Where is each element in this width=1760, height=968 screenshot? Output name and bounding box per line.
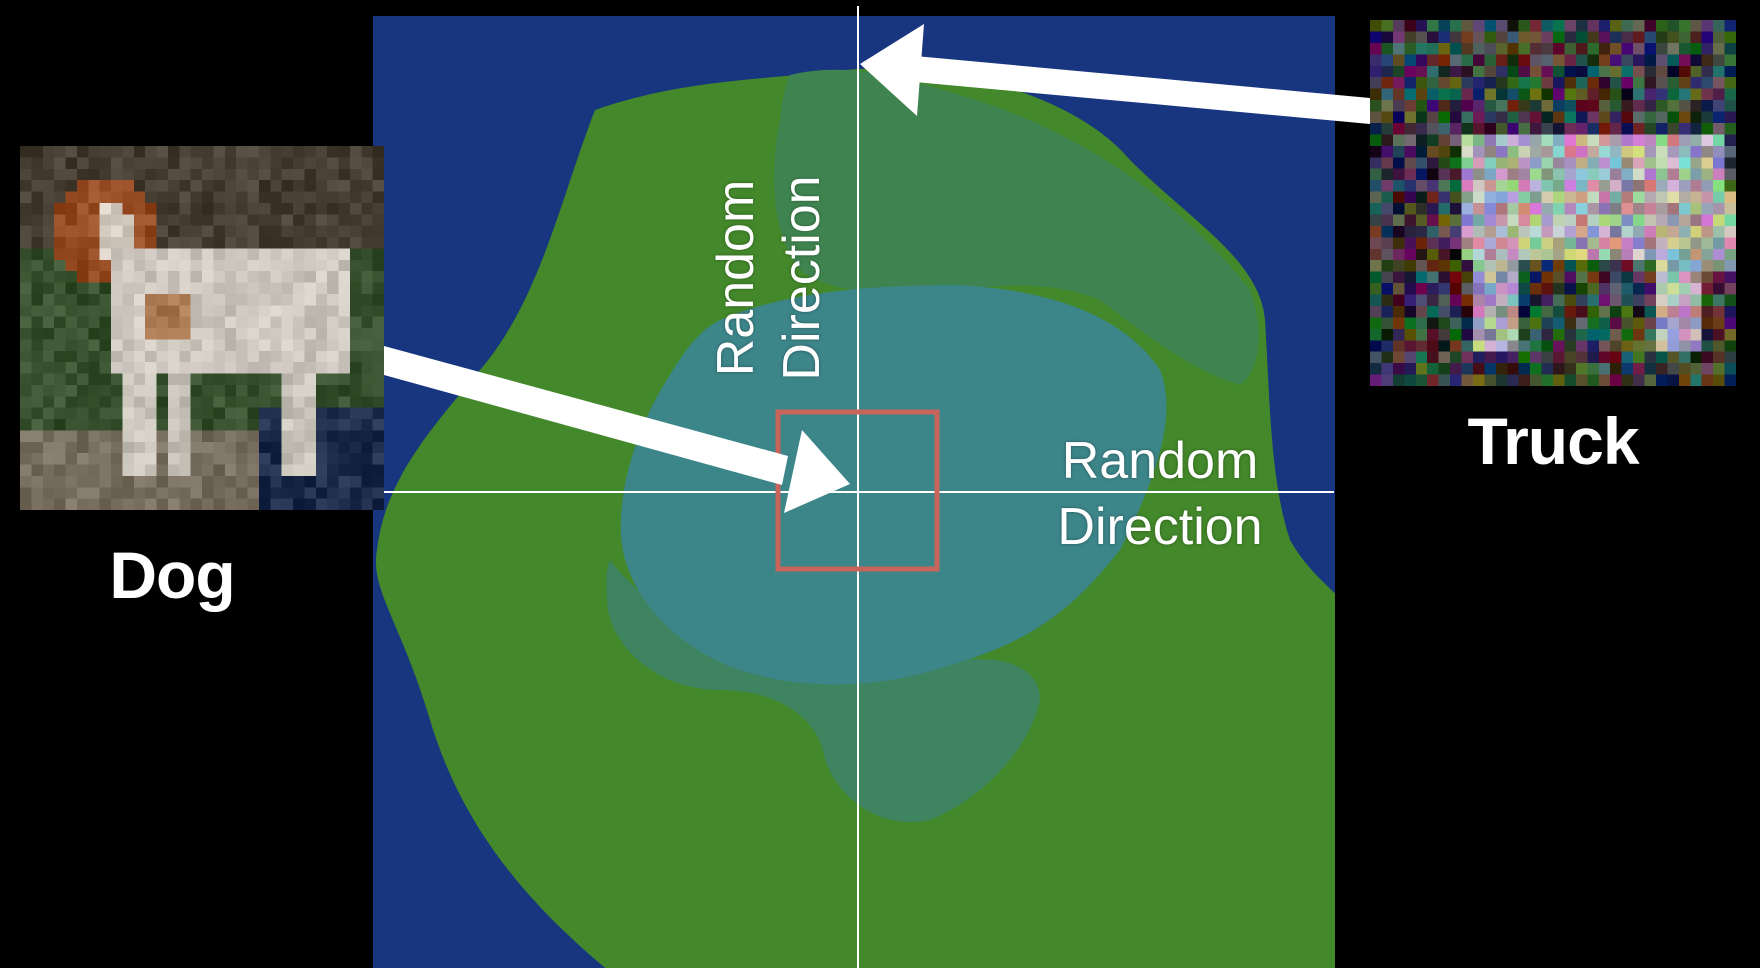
horizontal-axis-label-line1: Random bbox=[1061, 432, 1259, 490]
truck-arrow-head bbox=[860, 24, 924, 116]
origin-box bbox=[775, 409, 940, 572]
inner-green-region bbox=[774, 69, 1259, 385]
dog-arrow-head bbox=[784, 430, 850, 513]
truck-noisy-photo bbox=[1370, 20, 1736, 386]
horizontal-axis-label-line2: Direction bbox=[1057, 498, 1263, 557]
lower-inner-region bbox=[606, 560, 1040, 822]
truck-arrow bbox=[860, 24, 1370, 124]
central-basin bbox=[620, 285, 1167, 685]
dog-caption: Dog bbox=[109, 538, 235, 612]
dog-arrow bbox=[384, 346, 850, 513]
dog-photo bbox=[20, 146, 384, 510]
horizontal-axis-label: Random Direction bbox=[1040, 428, 1280, 560]
vertical-axis-label-line2: Direction bbox=[773, 175, 832, 381]
dog-arrow-shaft bbox=[384, 346, 788, 485]
truck-caption: Truck bbox=[1467, 404, 1639, 478]
truck-arrow-shaft bbox=[915, 56, 1370, 124]
vertical-axis-label-line1: Random bbox=[707, 179, 765, 377]
